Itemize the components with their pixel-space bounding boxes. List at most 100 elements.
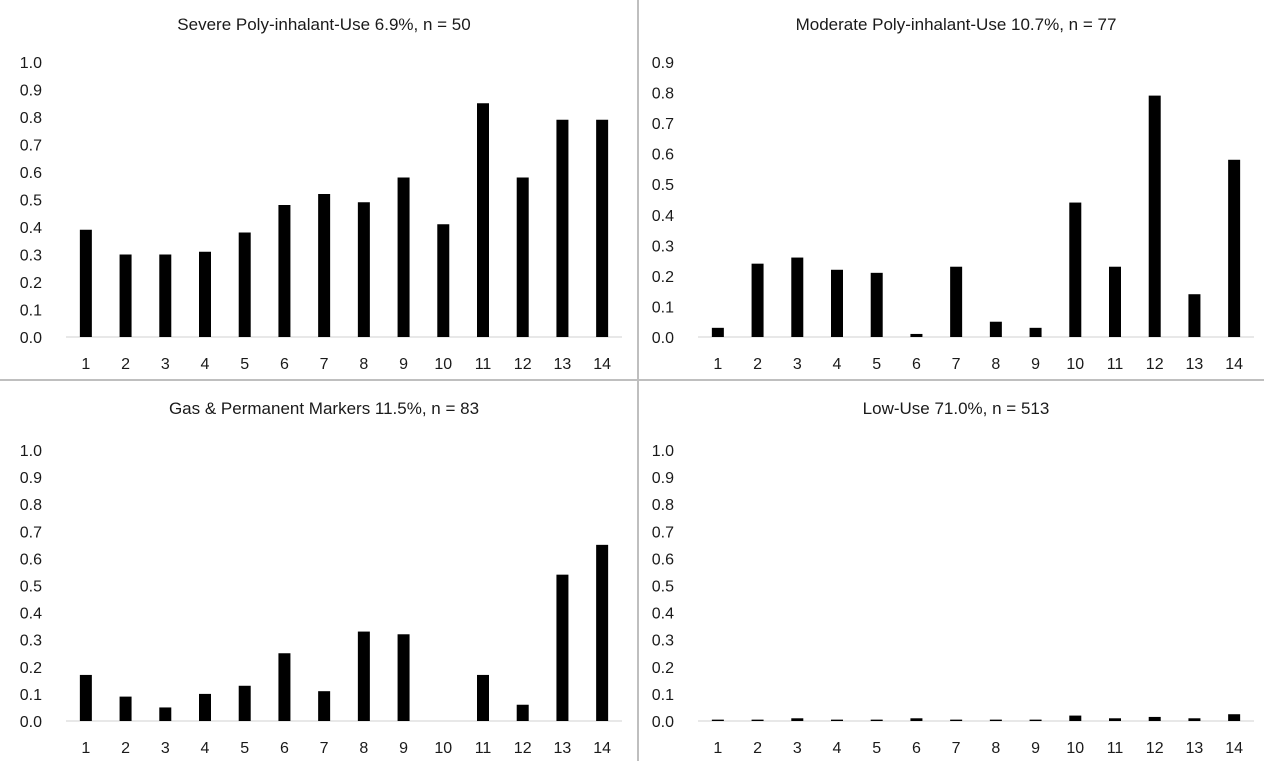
- x-tick-label: 13: [554, 356, 572, 373]
- bar-7: [950, 266, 963, 337]
- y-tick-label: 0.6: [652, 551, 674, 568]
- y-tick-label: 0.5: [20, 193, 42, 210]
- x-tick-label: 14: [1225, 356, 1243, 373]
- y-tick-label: 0.2: [652, 660, 674, 677]
- x-tick-label: 9: [399, 356, 408, 373]
- x-tick-label: 9: [1031, 356, 1040, 373]
- x-tick-label: 8: [991, 740, 1000, 757]
- y-tick-label: 0.3: [20, 633, 42, 650]
- y-tick-label: 0.1: [20, 303, 42, 320]
- x-tick-label: 14: [593, 740, 611, 757]
- x-tick-label: 1: [81, 356, 90, 373]
- x-tick-label: 13: [1186, 740, 1204, 757]
- y-tick-label: 0.9: [20, 83, 42, 100]
- y-tick-label: 0.4: [20, 220, 42, 237]
- bar-13: [1188, 294, 1201, 337]
- y-tick-label: 0.8: [652, 497, 674, 514]
- chart-title: Moderate Poly-inhalant-Use 10.7%, n = 77: [796, 15, 1117, 34]
- y-tick-label: 0.8: [652, 86, 674, 103]
- x-tick-label: 5: [872, 740, 881, 757]
- x-tick-label: 13: [1186, 356, 1204, 373]
- bar-8: [989, 321, 1002, 337]
- bar-4: [831, 269, 843, 337]
- chart-panel-severe: Severe Poly-inhalant-Use 6.9%, n = 50 0.…: [20, 15, 622, 373]
- x-tick-label: 6: [280, 740, 289, 757]
- x-tick-label: 6: [280, 356, 289, 373]
- x-tick-label: 11: [475, 356, 492, 373]
- y-tick-label: 0.6: [20, 165, 42, 182]
- bar-10: [437, 224, 450, 337]
- bar-10: [1069, 715, 1082, 721]
- bar-13: [556, 574, 569, 721]
- x-tick-label: 7: [320, 740, 329, 757]
- bar-8: [357, 202, 370, 337]
- bar-1: [711, 719, 724, 721]
- x-tick-label: 10: [434, 740, 452, 757]
- bar-13: [1188, 718, 1201, 721]
- y-tick-label: 0.2: [652, 269, 674, 286]
- bar-5: [238, 685, 251, 721]
- bar-1: [79, 674, 92, 721]
- x-tick-label: 9: [399, 740, 408, 757]
- bar-14: [596, 544, 609, 721]
- bar-7: [318, 194, 331, 337]
- y-tick-label: 0.3: [652, 238, 674, 255]
- bar-1: [79, 229, 92, 337]
- bar-11: [1109, 718, 1121, 721]
- bar-13: [556, 119, 569, 337]
- y-tick-label: 0.4: [652, 606, 674, 623]
- bar-4: [199, 251, 211, 337]
- x-tick-label: 8: [991, 356, 1000, 373]
- y-tick-label: 0.7: [20, 524, 42, 541]
- y-tick-label: 0.5: [652, 177, 674, 194]
- x-tick-label: 8: [359, 356, 368, 373]
- bar-11: [477, 103, 489, 337]
- y-tick-label: 0.5: [20, 579, 42, 596]
- x-tick-label: 12: [514, 740, 532, 757]
- y-tick-label: 0.6: [20, 551, 42, 568]
- x-tick-label: 5: [240, 740, 249, 757]
- y-tick-label: 0.7: [652, 116, 674, 133]
- x-tick-label: 3: [161, 356, 170, 373]
- bar-7: [950, 719, 963, 721]
- y-tick-label: 0.3: [20, 248, 42, 265]
- bar-8: [989, 719, 1002, 721]
- bar-4: [831, 719, 843, 721]
- bar-3: [159, 707, 172, 721]
- bar-4: [199, 693, 211, 721]
- y-tick-label: 0.7: [20, 138, 42, 155]
- chart-panel-gas-markers: Gas & Permanent Markers 11.5%, n = 83 0.…: [20, 399, 622, 757]
- x-tick-label: 6: [912, 740, 921, 757]
- y-tick-label: 0.1: [652, 299, 674, 316]
- bar-6: [910, 333, 923, 337]
- chart-panel-low-use: Low-Use 71.0%, n = 513 0.0 0.1 0.2 0.3 0.4 0.…: [652, 399, 1254, 757]
- x-tick-label: 2: [121, 356, 130, 373]
- bar-9: [397, 634, 410, 721]
- x-tick-label: 3: [793, 356, 802, 373]
- chart-title: Severe Poly-inhalant-Use 6.9%, n = 50: [177, 15, 470, 34]
- bar-14: [1228, 714, 1241, 721]
- bar-8: [357, 631, 370, 721]
- x-tick-label: 10: [434, 356, 452, 373]
- y-tick-label: 0.9: [20, 470, 42, 487]
- x-tick-label: 1: [713, 740, 722, 757]
- y-tick-label: 0.0: [652, 330, 674, 347]
- x-tick-label: 12: [514, 356, 532, 373]
- y-tick-label: 0.0: [20, 714, 42, 731]
- x-tick-label: 10: [1066, 356, 1084, 373]
- y-tick-label: 1.0: [652, 443, 674, 460]
- chart-panel-moderate: Moderate Poly-inhalant-Use 10.7%, n = 77…: [652, 15, 1254, 373]
- bar-9: [1029, 719, 1042, 721]
- bar-12: [516, 177, 529, 337]
- x-tick-label: 4: [833, 740, 842, 757]
- x-tick-label: 7: [320, 356, 329, 373]
- bar-10: [1069, 202, 1082, 337]
- x-tick-label: 12: [1146, 740, 1164, 757]
- x-tick-label: 11: [475, 740, 492, 757]
- y-tick-label: 0.4: [652, 208, 674, 225]
- bar-14: [1228, 159, 1241, 337]
- y-tick-label: 0.5: [652, 579, 674, 596]
- x-tick-label: 10: [1066, 740, 1084, 757]
- x-tick-label: 9: [1031, 740, 1040, 757]
